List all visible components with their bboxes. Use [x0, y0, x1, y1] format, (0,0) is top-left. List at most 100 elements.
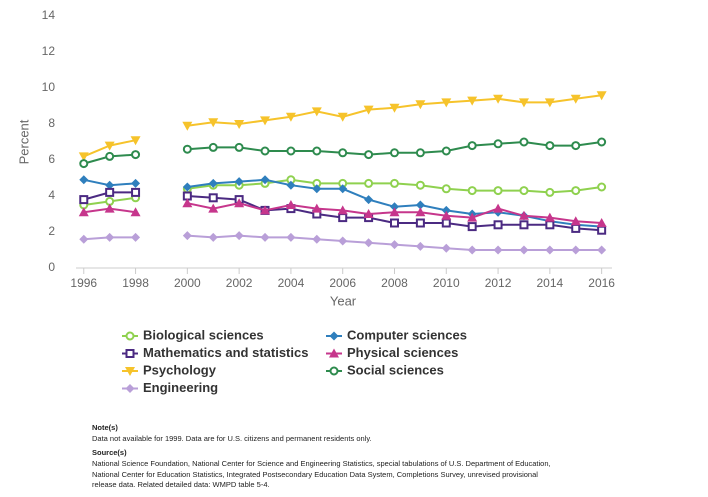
data-point — [105, 180, 115, 190]
data-point — [79, 234, 89, 244]
data-point — [389, 178, 399, 188]
data-point — [338, 148, 348, 158]
data-point — [441, 98, 452, 108]
data-point — [131, 187, 141, 197]
data-point — [337, 205, 348, 215]
data-point — [260, 116, 271, 126]
data-point — [571, 223, 581, 233]
note-heading: Note(s) — [92, 423, 118, 432]
data-point — [286, 180, 296, 190]
data-point — [441, 218, 451, 228]
data-point — [519, 186, 529, 196]
data-point — [131, 178, 141, 188]
x-tick-label: 2014 — [537, 276, 564, 290]
note: Data not available for 1999. Data are fo… — [92, 434, 372, 443]
data-point — [364, 195, 374, 205]
data-point — [338, 236, 348, 246]
data-point — [312, 184, 322, 194]
legend-label: Biological sciences — [143, 327, 264, 342]
data-point — [285, 200, 296, 209]
data-point — [338, 184, 348, 194]
data-point — [208, 232, 218, 242]
x-tick-label: 2008 — [381, 276, 408, 290]
legend-label: Engineering — [143, 380, 218, 395]
data-point — [208, 203, 219, 213]
y-tick-label: 8 — [48, 116, 55, 130]
data-point — [415, 207, 426, 217]
data-point — [182, 198, 193, 208]
data-point — [79, 175, 89, 185]
legend-marker — [125, 367, 135, 376]
x-tick-label: 2012 — [485, 276, 512, 290]
data-point — [519, 220, 529, 230]
x-tick-label: 2000 — [174, 276, 201, 290]
data-point — [285, 112, 296, 122]
legend-marker — [125, 384, 135, 393]
data-point — [493, 220, 503, 230]
x-tick-label: 2016 — [588, 276, 615, 290]
data-point — [415, 180, 425, 190]
data-point — [389, 240, 399, 250]
data-point — [544, 212, 555, 222]
data-point — [415, 148, 425, 158]
data-point — [131, 232, 141, 242]
data-point — [389, 218, 399, 228]
y-axis-label: Percent — [16, 119, 31, 164]
x-axis-label: Year — [330, 293, 357, 308]
legend-label: Physical sciences — [347, 345, 458, 360]
x-tick-label: 2006 — [329, 276, 356, 290]
data-point — [311, 107, 322, 117]
x-tick-label: 1996 — [70, 276, 97, 290]
data-point — [105, 232, 115, 242]
data-point — [338, 213, 348, 223]
data-point — [597, 245, 607, 255]
data-point — [571, 186, 581, 196]
data-point — [415, 218, 425, 228]
data-point — [415, 100, 426, 110]
data-point — [208, 193, 218, 203]
data-point — [363, 209, 374, 218]
data-point — [467, 96, 478, 106]
data-point — [441, 146, 451, 156]
legend-marker — [329, 348, 339, 358]
data-point — [518, 210, 529, 220]
legend-marker — [125, 349, 135, 358]
data-point — [493, 203, 504, 213]
data-point — [286, 146, 296, 156]
data-point — [104, 141, 115, 151]
data-point — [286, 232, 296, 242]
data-point — [597, 225, 607, 235]
data-point — [545, 220, 555, 230]
data-point — [260, 146, 270, 156]
x-tick-label: 2004 — [278, 276, 305, 290]
data-point — [208, 118, 219, 128]
data-point — [78, 152, 89, 162]
data-point — [234, 120, 245, 129]
data-point — [441, 205, 451, 215]
data-point — [260, 175, 270, 185]
data-point — [597, 182, 607, 192]
y-tick-label: 12 — [42, 44, 56, 58]
legend-marker — [125, 331, 135, 341]
data-point — [441, 184, 451, 194]
data-point — [312, 234, 322, 244]
data-point — [415, 241, 425, 251]
data-point — [596, 91, 607, 101]
data-point — [467, 186, 477, 196]
data-point — [571, 245, 581, 255]
data-point — [518, 98, 529, 108]
legend-label: Computer sciences — [347, 327, 467, 342]
data-point — [545, 141, 555, 151]
source: National Science Foundation, National Ce… — [92, 459, 551, 489]
data-point — [364, 150, 374, 160]
data-point — [130, 207, 141, 217]
data-point — [544, 98, 555, 108]
data-point — [311, 203, 322, 213]
data-point — [467, 141, 477, 151]
data-point — [389, 202, 399, 212]
data-point — [234, 198, 245, 208]
data-point — [104, 203, 115, 213]
data-point — [389, 148, 399, 158]
data-point — [415, 200, 425, 210]
